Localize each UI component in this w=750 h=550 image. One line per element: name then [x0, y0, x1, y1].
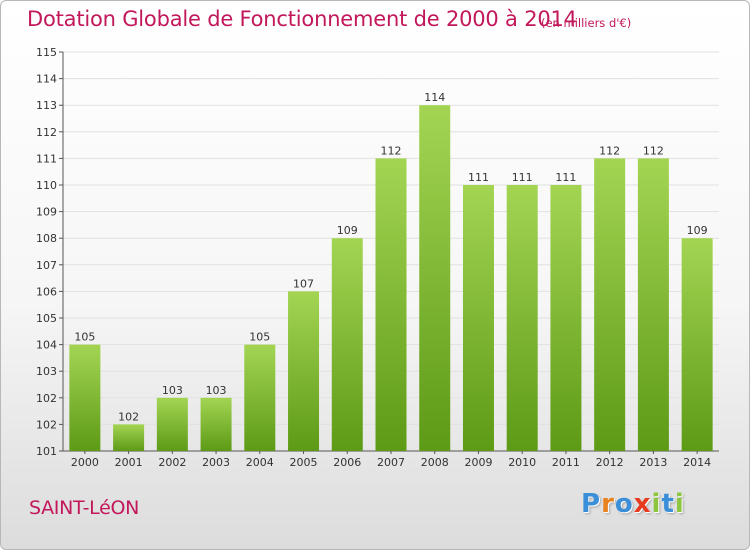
x-tick-label: 2003: [202, 456, 230, 469]
bars: [69, 105, 713, 451]
logo-letter: r: [601, 489, 615, 519]
x-tick-label: 2002: [158, 456, 186, 469]
data-label: 112: [599, 144, 620, 157]
bar: [200, 397, 232, 451]
y-tick-label: 109: [36, 206, 57, 219]
data-label: 109: [687, 224, 708, 237]
y-tick-label: 113: [36, 99, 57, 112]
y-tick-label: 115: [36, 46, 57, 59]
x-tick-label: 2007: [377, 456, 405, 469]
logo-letter: i: [651, 489, 662, 519]
data-label: 109: [337, 224, 358, 237]
logo-letter: t: [661, 489, 675, 519]
x-tick-label: 2001: [115, 456, 143, 469]
y-tick-label: 114: [36, 73, 57, 86]
x-tick-label: 2014: [683, 456, 711, 469]
y-tick-label: 103: [36, 365, 57, 378]
bar: [69, 344, 101, 451]
x-tick-label: 2000: [71, 456, 99, 469]
y-tick-label: 102: [36, 418, 57, 431]
bar: [550, 185, 582, 451]
x-axis-ticks: 2000 2001 2002 2003 2004 2005 2006 2007 2008 2009…: [71, 451, 711, 469]
data-label: 107: [293, 277, 314, 290]
data-label: 102: [118, 410, 139, 423]
data-label: 103: [206, 384, 227, 397]
bar: [681, 238, 713, 451]
data-label: 112: [643, 144, 664, 157]
x-tick-label: 2006: [333, 456, 361, 469]
y-tick-label: 104: [36, 339, 57, 352]
bar: [375, 158, 407, 451]
bar: [288, 291, 320, 451]
data-label: 103: [162, 384, 183, 397]
bar: [506, 185, 538, 451]
x-tick-label: 2013: [639, 456, 667, 469]
data-label: 105: [249, 331, 270, 344]
bar: [594, 158, 626, 451]
data-label: 111: [555, 171, 576, 184]
commune-name: SAINT-LéON: [29, 497, 140, 519]
bar: [637, 158, 669, 451]
unit-label: (en milliers d'€): [541, 16, 632, 30]
logo-letter: P: [581, 489, 602, 519]
x-tick-label: 2009: [464, 456, 492, 469]
bar: [113, 424, 145, 451]
data-labels: 105 102 103 103 105 107 109 112 114 111 111 111 112 1…: [74, 91, 707, 423]
y-tick-label: 108: [36, 232, 57, 245]
y-tick-label: 106: [36, 285, 57, 298]
y-axis-ticks: 101 102 102 103 104 105 106 107 108 109 110 111 112 1…: [36, 46, 63, 458]
proxiti-logo: Proxiti: [581, 489, 685, 519]
y-tick-label: 110: [36, 179, 57, 192]
bar: [462, 185, 494, 451]
data-label: 114: [424, 91, 445, 104]
data-label: 112: [381, 144, 402, 157]
bar: [419, 105, 451, 451]
y-tick-label: 105: [36, 312, 57, 325]
x-tick-label: 2008: [421, 456, 449, 469]
bar: [244, 344, 276, 451]
data-label: 105: [74, 331, 95, 344]
y-tick-label: 102: [36, 392, 57, 405]
data-label: 111: [468, 171, 489, 184]
y-tick-label: 112: [36, 126, 57, 139]
bar: [156, 397, 188, 451]
x-tick-label: 2004: [246, 456, 274, 469]
logo-letter: i: [674, 489, 685, 519]
data-label: 111: [512, 171, 533, 184]
x-tick-label: 2005: [290, 456, 318, 469]
logo-letter: x: [633, 489, 652, 519]
y-tick-label: 111: [36, 152, 57, 165]
x-tick-label: 2010: [508, 456, 536, 469]
x-tick-label: 2012: [596, 456, 624, 469]
chart-title: Dotation Globale de Fonctionnement de 20…: [27, 7, 577, 31]
logo-letter: o: [614, 489, 634, 519]
x-tick-label: 2011: [552, 456, 580, 469]
y-tick-label: 101: [36, 445, 57, 458]
bar: [331, 238, 363, 451]
y-tick-label: 107: [36, 259, 57, 272]
